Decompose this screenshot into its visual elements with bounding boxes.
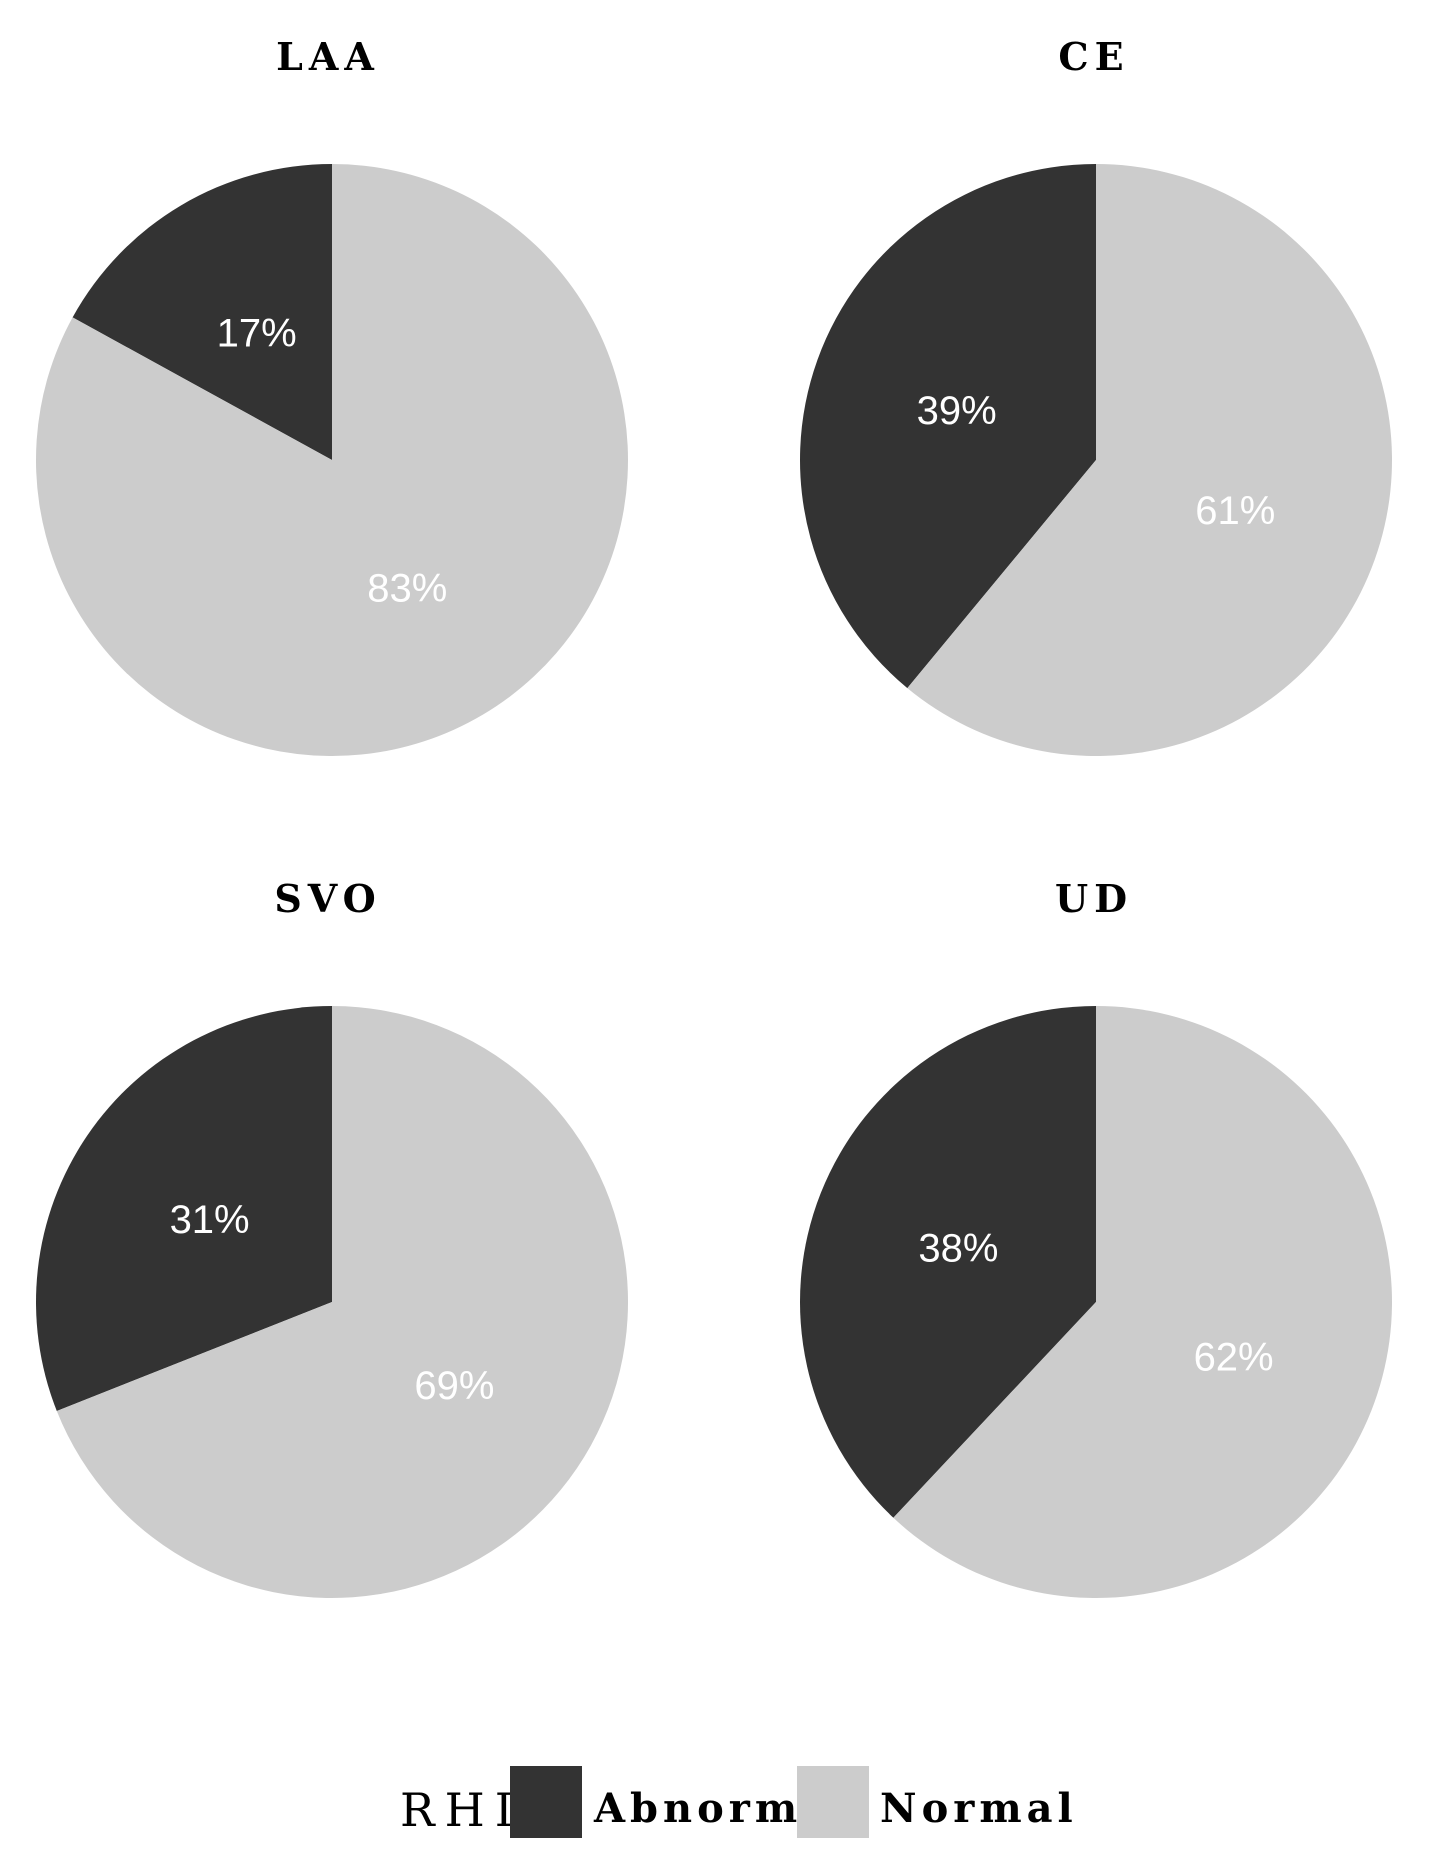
pie-slice-svo-abnormal xyxy=(36,1006,333,1411)
legend: RHI Abnormal Normal xyxy=(400,1766,1078,1838)
pie-label-svo-abnormal: 31% xyxy=(170,1198,250,1242)
pie-panel-svo: SVO 31% 69% xyxy=(36,876,629,1599)
pie-label-ud-normal: 62% xyxy=(1194,1336,1274,1380)
legend-title: RHI xyxy=(400,1783,523,1837)
pie-label-ud-abnormal: 38% xyxy=(918,1227,998,1271)
pie-panel-laa: LAA 17% 83% xyxy=(35,34,628,757)
legend-swatch-abnormal xyxy=(510,1766,582,1838)
pie-title-laa: LAA xyxy=(276,34,380,79)
legend-label-normal: Normal xyxy=(880,1785,1078,1832)
pie-panel-ud: UD 38% 62% xyxy=(800,876,1393,1599)
pie-label-ce-normal: 61% xyxy=(1195,489,1275,533)
pie-panels: LAA 17% 83% CE 39% 61% SVO 31% 69% UD 38% 62% xyxy=(35,34,1393,1599)
pie-slice-laa-normal xyxy=(35,164,628,757)
pie-title-ud: UD xyxy=(1055,876,1133,921)
pie-slice-ud-abnormal xyxy=(800,1006,1096,1518)
pie-label-svo-normal: 69% xyxy=(414,1364,494,1408)
pie-panel-ce: CE 39% 61% xyxy=(799,34,1392,756)
legend-swatch-normal xyxy=(797,1766,869,1838)
pie-title-ce: CE xyxy=(1058,34,1129,79)
pie-slice-ud-normal xyxy=(893,1006,1393,1599)
pie-slice-ce-normal xyxy=(907,164,1392,756)
pie-slice-ce-abnormal xyxy=(799,164,1096,689)
pie-label-laa-normal: 83% xyxy=(367,566,447,610)
pie-slice-laa-abnormal xyxy=(72,163,333,460)
pie-title-svo: SVO xyxy=(274,876,381,921)
pie-label-ce-abnormal: 39% xyxy=(917,389,997,433)
pie-slice-svo-normal xyxy=(56,1006,629,1599)
pie-label-laa-abnormal: 17% xyxy=(217,312,297,356)
